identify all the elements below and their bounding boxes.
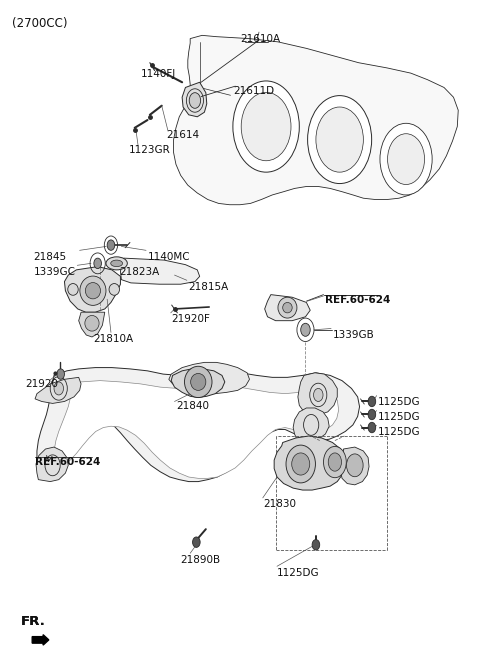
Ellipse shape [324,446,346,478]
Polygon shape [171,369,225,397]
Ellipse shape [106,257,127,270]
Text: 21830: 21830 [263,499,296,509]
Circle shape [94,258,101,269]
Text: 21810A: 21810A [93,334,133,344]
Circle shape [313,388,323,401]
Text: 1123GR: 1123GR [129,145,170,155]
Text: 1339GC: 1339GC [34,267,76,277]
Text: 21611D: 21611D [233,86,274,96]
Ellipse shape [347,454,363,477]
Text: FR.: FR. [21,615,46,628]
Text: 21845: 21845 [34,252,67,261]
Ellipse shape [191,373,206,390]
Circle shape [107,240,115,250]
Polygon shape [35,377,81,403]
Ellipse shape [278,297,297,318]
Ellipse shape [80,276,106,306]
Ellipse shape [109,284,120,295]
Text: 21920F: 21920F [171,314,210,324]
Ellipse shape [286,445,315,483]
Ellipse shape [184,367,212,397]
Polygon shape [341,447,369,485]
Ellipse shape [387,134,424,185]
Ellipse shape [380,124,432,195]
Circle shape [312,539,320,550]
Polygon shape [293,408,329,441]
Ellipse shape [68,284,78,295]
Circle shape [189,93,201,108]
Ellipse shape [308,96,372,183]
Text: 21815A: 21815A [188,282,228,292]
Circle shape [368,409,376,420]
Text: REF.60-624: REF.60-624 [35,457,100,468]
Polygon shape [169,363,250,394]
Text: 21614: 21614 [167,131,200,141]
Ellipse shape [111,260,122,267]
Ellipse shape [233,81,300,172]
Polygon shape [264,294,310,321]
Text: 1125DG: 1125DG [378,397,420,407]
Text: (2700CC): (2700CC) [12,17,68,30]
Text: 1125DG: 1125DG [378,427,420,437]
FancyArrow shape [32,635,49,645]
Polygon shape [79,312,105,337]
Polygon shape [37,367,360,482]
Ellipse shape [328,453,342,471]
Ellipse shape [85,283,100,299]
Text: 1125DG: 1125DG [378,412,420,422]
Ellipse shape [283,302,292,313]
Polygon shape [298,373,337,415]
Text: 1140FJ: 1140FJ [140,69,176,79]
Text: 21920: 21920 [25,379,59,390]
Ellipse shape [316,107,363,172]
Polygon shape [54,380,339,478]
Text: 1125DG: 1125DG [277,568,320,578]
Text: 21840: 21840 [176,401,209,411]
Ellipse shape [85,315,99,331]
Text: REF.60-624: REF.60-624 [325,294,391,305]
Text: 1140MC: 1140MC [147,252,190,261]
Circle shape [368,422,376,433]
Polygon shape [182,82,207,117]
Text: 1339GB: 1339GB [333,330,374,340]
Ellipse shape [292,453,310,475]
Polygon shape [36,447,68,482]
Circle shape [368,396,376,407]
Ellipse shape [241,93,291,161]
Circle shape [301,323,310,336]
Circle shape [54,382,63,395]
Polygon shape [174,35,458,205]
Text: 21610A: 21610A [240,34,280,44]
Circle shape [192,537,200,547]
Text: 21823A: 21823A [119,267,159,277]
Text: FR.: FR. [21,615,46,628]
Polygon shape [64,267,120,312]
Text: 21890B: 21890B [180,555,221,565]
Polygon shape [274,436,344,490]
Circle shape [57,369,64,379]
Polygon shape [120,258,200,284]
